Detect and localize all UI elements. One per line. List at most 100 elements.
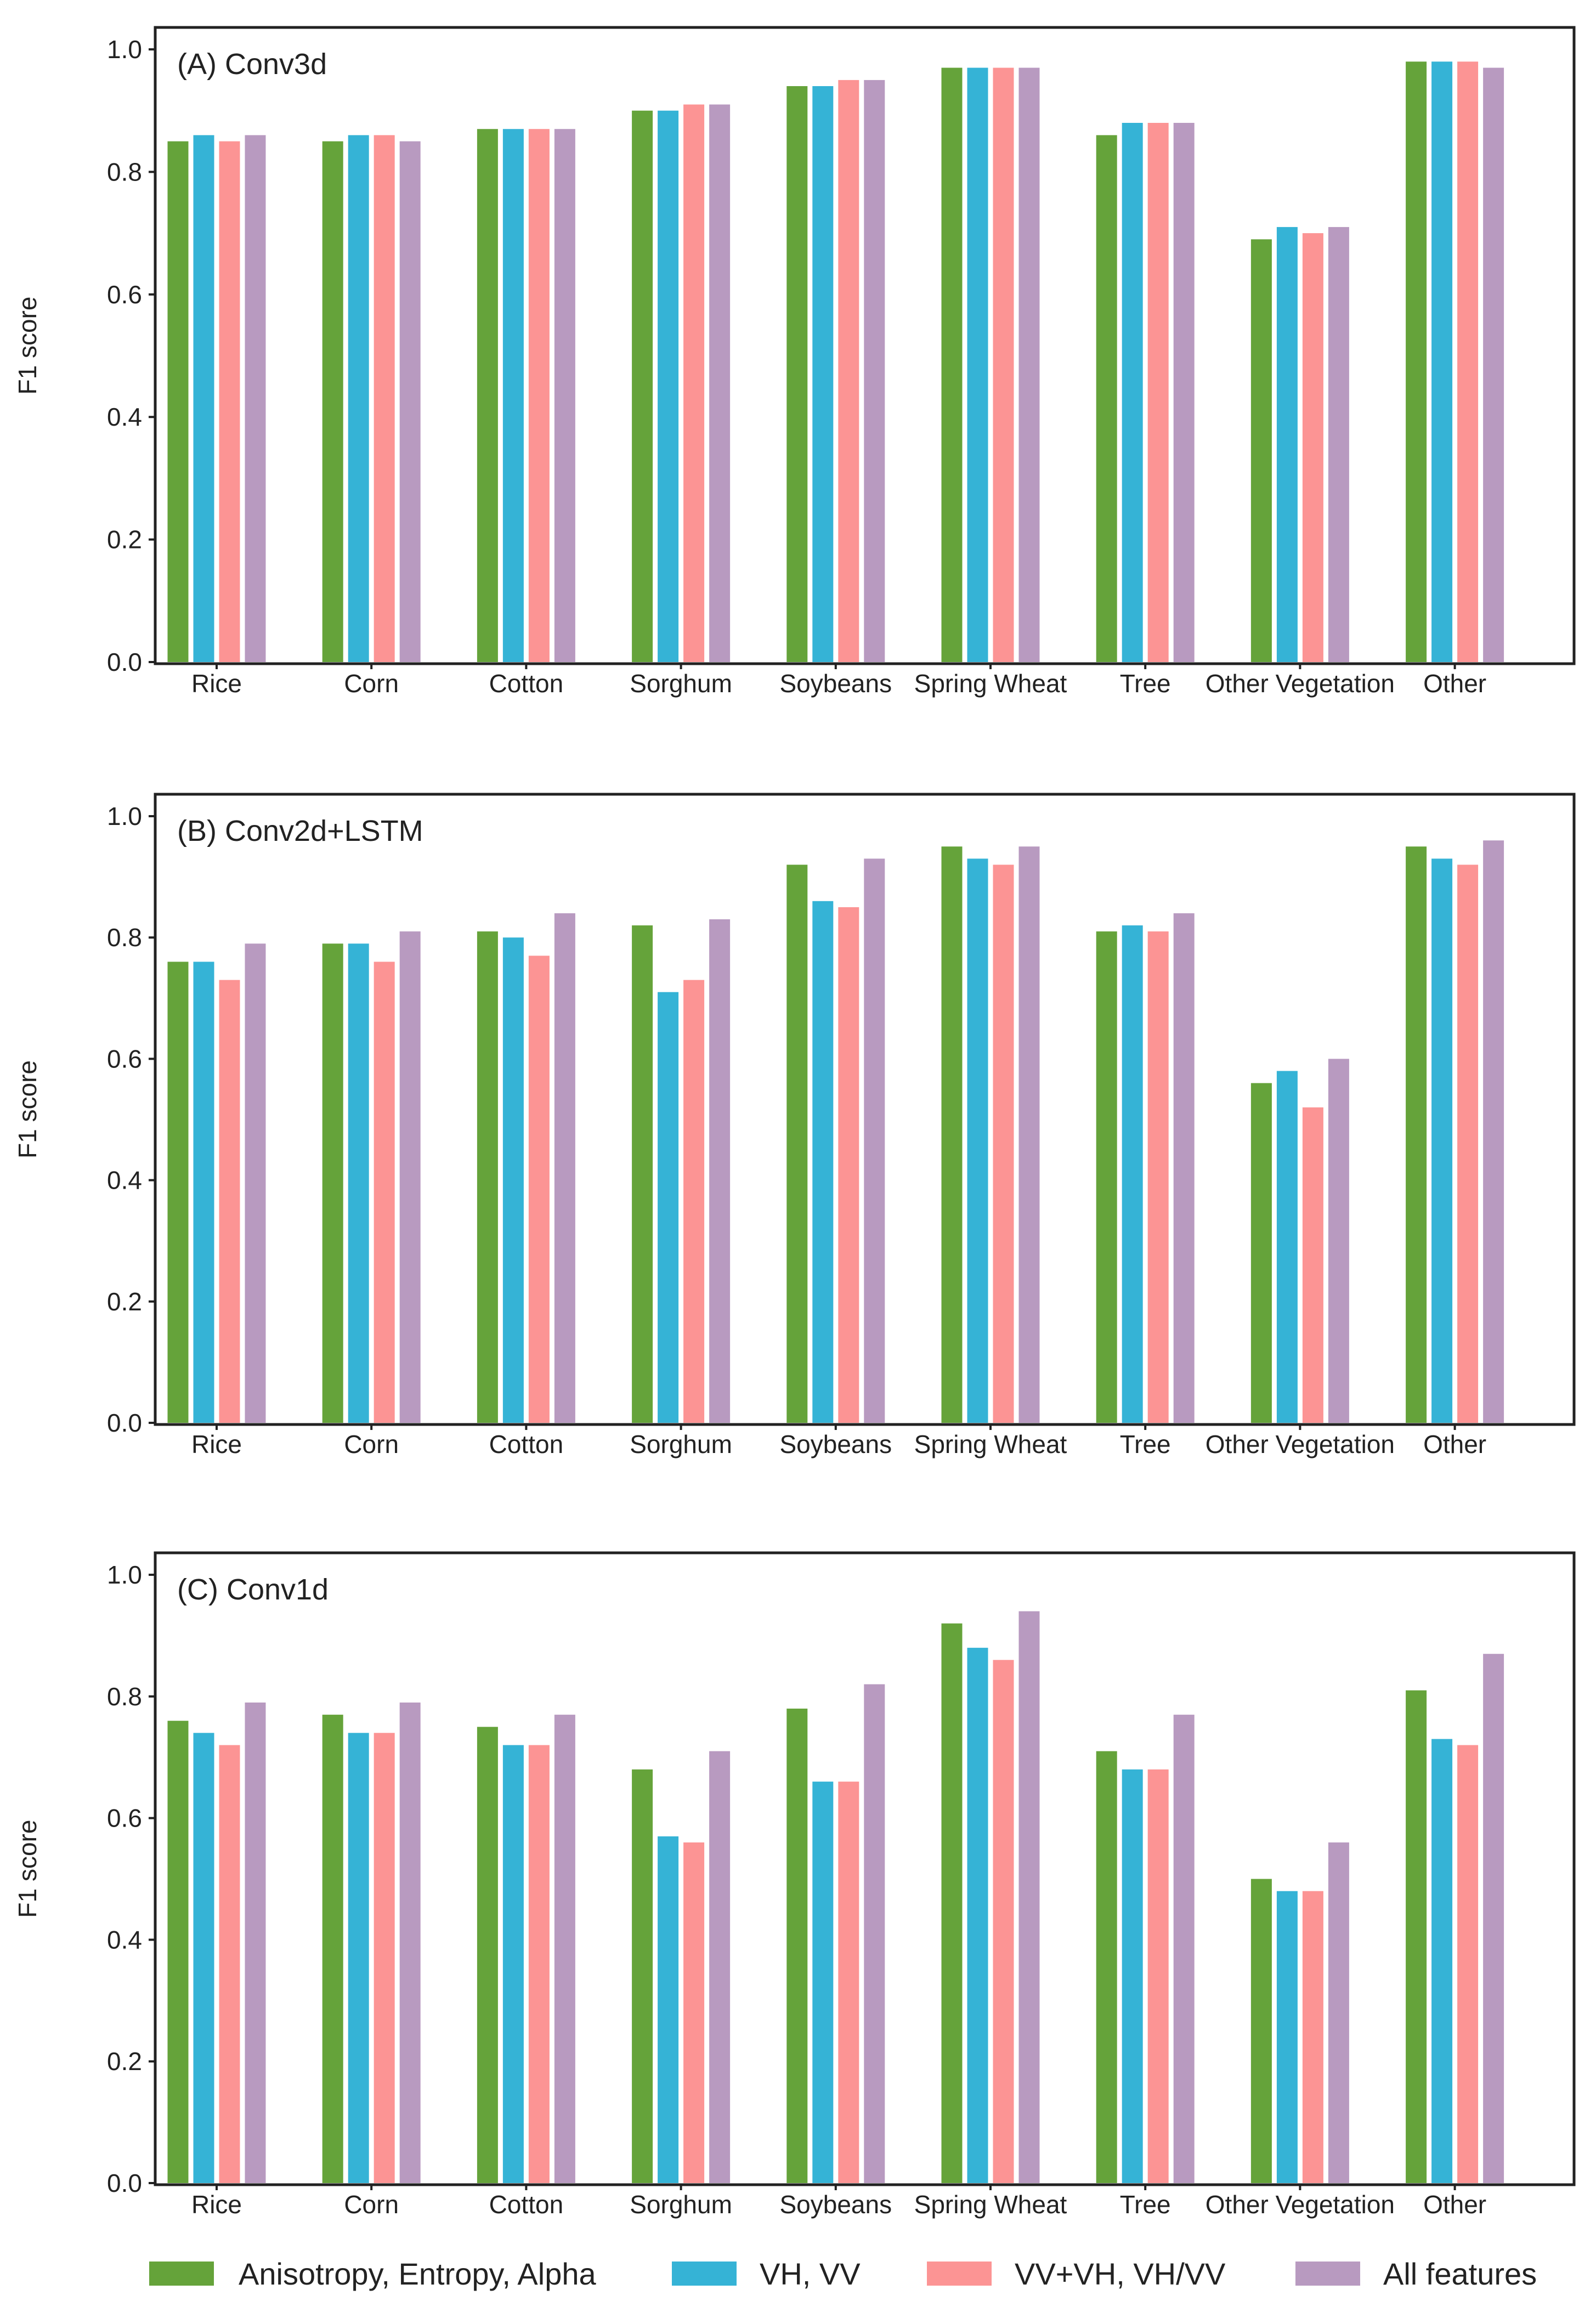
y-tick-label: 0.6	[107, 280, 142, 309]
x-tick-label-tree: Tree	[1120, 1430, 1171, 1458]
x-tick-label-spring-wheat: Spring Wheat	[914, 669, 1067, 698]
bar-rice-vv-vh-vh-vv	[219, 1745, 240, 2183]
bar-tree-anisotropy-entropy-alpha	[1096, 1751, 1117, 2183]
bar-sorghum-anisotropy-entropy-alpha	[632, 1769, 653, 2183]
y-tick-label: 0.4	[107, 403, 142, 431]
panel-title: (C) Conv1d	[177, 1573, 329, 1606]
x-tick-label-soybeans: Soybeans	[779, 2190, 892, 2219]
bar-soybeans-vv-vh-vh-vv	[838, 1782, 859, 2183]
x-tick-label-rice: Rice	[191, 2190, 242, 2219]
bar-tree-all-features	[1173, 123, 1195, 662]
bar-corn-anisotropy-entropy-alpha	[322, 1715, 343, 2183]
y-tick-label: 0.2	[107, 1287, 142, 1316]
x-tick-label-other: Other	[1423, 2190, 1486, 2219]
y-axis-title: F1 score	[13, 1820, 42, 1918]
x-tick-label-corn: Corn	[344, 1430, 399, 1458]
y-tick-label: 0.0	[107, 648, 142, 676]
y-tick-label: 0.2	[107, 2047, 142, 2076]
bar-sorghum-all-features	[709, 104, 731, 662]
x-tick-label-rice: Rice	[191, 669, 242, 698]
bar-soybeans-anisotropy-entropy-alpha	[786, 86, 808, 662]
bar-other-vegetation-all-features	[1328, 1842, 1349, 2183]
bar-tree-vv-vh-vh-vv	[1147, 931, 1169, 1423]
x-tick-label-cotton: Cotton	[489, 669, 564, 698]
bar-spring-wheat-vv-vh-vh-vv	[993, 67, 1014, 662]
y-tick-label: 0.8	[107, 923, 142, 952]
bar-cotton-vv-vh-vh-vv	[528, 956, 550, 1423]
bar-sorghum-all-features	[709, 919, 731, 1423]
bar-corn-all-features	[399, 931, 421, 1423]
bar-soybeans-vv-vh-vh-vv	[838, 907, 859, 1423]
y-tick-label: 0.4	[107, 1166, 142, 1195]
bar-other-vegetation-vv-vh-vh-vv	[1302, 1891, 1323, 2183]
bar-soybeans-vh-vv	[812, 86, 834, 662]
bar-soybeans-all-features	[864, 858, 885, 1423]
x-tick-label-sorghum: Sorghum	[630, 1430, 732, 1458]
bar-rice-anisotropy-entropy-alpha	[167, 962, 189, 1423]
x-tick-label-other-vegetation: Other Vegetation	[1206, 2190, 1395, 2219]
bar-rice-all-features	[245, 943, 266, 1423]
panel-title: (B) Conv2d+LSTM	[177, 815, 423, 847]
bar-rice-vv-vh-vh-vv	[219, 980, 240, 1423]
bar-cotton-vv-vh-vh-vv	[528, 1745, 550, 2183]
legend-swatch-all-features	[1295, 2262, 1360, 2286]
x-tick-label-soybeans: Soybeans	[779, 1430, 892, 1458]
bar-other-vh-vv	[1431, 61, 1453, 662]
bar-tree-vv-vh-vh-vv	[1147, 123, 1169, 662]
bar-rice-all-features	[245, 135, 266, 662]
bar-tree-vh-vv	[1122, 123, 1143, 662]
bar-other-vegetation-vv-vh-vh-vv	[1302, 233, 1323, 663]
bar-rice-vv-vh-vh-vv	[219, 141, 240, 663]
bar-cotton-anisotropy-entropy-alpha	[477, 129, 498, 662]
bar-sorghum-anisotropy-entropy-alpha	[632, 110, 653, 662]
bar-corn-vv-vh-vh-vv	[373, 962, 395, 1423]
bar-other-anisotropy-entropy-alpha	[1406, 846, 1427, 1423]
bar-other-vv-vh-vh-vv	[1457, 864, 1479, 1423]
bar-soybeans-anisotropy-entropy-alpha	[786, 864, 808, 1423]
bar-spring-wheat-vh-vv	[967, 67, 988, 662]
bar-spring-wheat-anisotropy-entropy-alpha	[941, 67, 963, 662]
bar-other-vv-vh-vh-vv	[1457, 1745, 1479, 2183]
y-tick-label: 0.0	[107, 2169, 142, 2197]
bar-corn-vh-vv	[348, 943, 369, 1423]
bar-other-anisotropy-entropy-alpha	[1406, 61, 1427, 662]
x-tick-label-sorghum: Sorghum	[630, 669, 732, 698]
legend-swatch-vh-vv	[672, 2262, 737, 2286]
bar-other-all-features	[1483, 67, 1504, 662]
bar-sorghum-vh-vv	[658, 1836, 679, 2183]
bar-other-vh-vv	[1431, 1739, 1453, 2183]
bar-rice-vh-vv	[193, 962, 214, 1423]
x-tick-label-rice: Rice	[191, 1430, 242, 1458]
bar-sorghum-vv-vh-vh-vv	[683, 104, 705, 662]
bar-cotton-anisotropy-entropy-alpha	[477, 1727, 498, 2184]
bar-other-anisotropy-entropy-alpha	[1406, 1690, 1427, 2183]
bar-rice-anisotropy-entropy-alpha	[167, 141, 189, 663]
bar-sorghum-all-features	[709, 1751, 731, 2183]
bar-rice-vh-vv	[193, 1733, 214, 2183]
bar-cotton-vh-vv	[502, 1745, 524, 2183]
x-tick-label-sorghum: Sorghum	[630, 2190, 732, 2219]
bar-sorghum-anisotropy-entropy-alpha	[632, 925, 653, 1423]
y-tick-label: 1.0	[107, 802, 142, 830]
bar-corn-anisotropy-entropy-alpha	[322, 943, 343, 1423]
bar-other-vegetation-vh-vv	[1276, 1891, 1298, 2183]
legend-label-vv-vh-ratio: VV+VH, VH/VV	[1015, 2257, 1226, 2291]
panel-2: 0.0 0.2 0.4 0.6 0.8 1.0 Rice Corn Cotton Sorghum S…	[13, 793, 1576, 1458]
bar-other-vegetation-vh-vv	[1276, 1071, 1298, 1423]
bar-corn-vv-vh-vh-vv	[373, 1733, 395, 2183]
y-tick-label: 0.8	[107, 157, 142, 186]
y-axis-title: F1 score	[13, 297, 42, 395]
x-tick-label-spring-wheat: Spring Wheat	[914, 1430, 1067, 1458]
y-tick-label: 1.0	[107, 35, 142, 64]
bar-spring-wheat-all-features	[1018, 67, 1040, 662]
plot-frame	[154, 793, 1576, 1426]
x-tick-label-other: Other	[1423, 669, 1486, 698]
bar-spring-wheat-vv-vh-vh-vv	[993, 1660, 1014, 2183]
bar-spring-wheat-all-features	[1018, 1611, 1040, 2183]
bar-tree-anisotropy-entropy-alpha	[1096, 135, 1117, 662]
bar-cotton-all-features	[554, 1715, 575, 2183]
bar-corn-anisotropy-entropy-alpha	[322, 141, 343, 663]
plot-frame	[154, 26, 1576, 665]
bar-other-vegetation-all-features	[1328, 1059, 1349, 1423]
